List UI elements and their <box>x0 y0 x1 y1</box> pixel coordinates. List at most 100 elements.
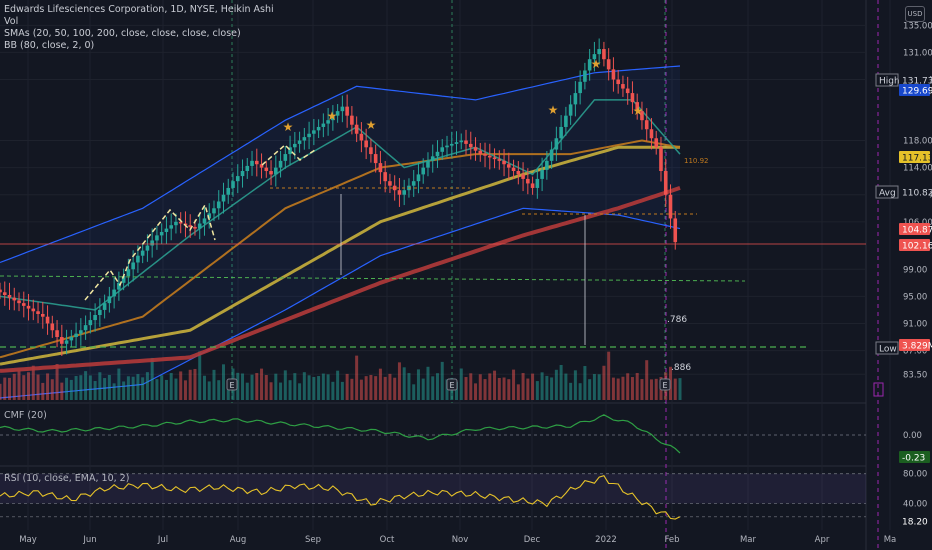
volume-bar <box>621 376 625 400</box>
candle-body <box>621 84 625 89</box>
fib-label-886: .886 <box>671 363 691 373</box>
volume-bar <box>502 377 506 400</box>
volume-bar <box>630 377 634 400</box>
candle-body <box>592 54 597 60</box>
candle-body <box>426 160 430 168</box>
candle-body <box>516 171 521 175</box>
candle-body <box>568 104 573 116</box>
x-tick-label: Oct <box>380 535 395 545</box>
sma100-line <box>0 145 680 366</box>
price-tag-104: 104.87 <box>902 226 932 236</box>
volume-bar <box>274 373 278 400</box>
volume-bar <box>31 365 35 400</box>
axes: 135.00131.00127.00118.00114.00110.00106.… <box>19 21 932 545</box>
candle-body <box>197 223 202 229</box>
candle-body <box>331 115 335 121</box>
volume-bar <box>497 377 501 400</box>
legend-bb[interactable]: BB (80, close, 2, 0) <box>4 40 95 51</box>
fib-label-786: .786 <box>667 315 687 325</box>
star-icon: ★ <box>327 109 338 123</box>
candle-body <box>559 126 563 139</box>
volume-bar <box>245 382 249 400</box>
volume-bar <box>388 373 392 400</box>
volume-bar <box>84 371 88 400</box>
price-tag-102-bg <box>899 239 930 251</box>
volume-bars <box>0 351 682 400</box>
volume-bar <box>250 374 254 400</box>
candle-body <box>12 297 17 301</box>
candle-body <box>478 150 483 155</box>
volume-bar <box>326 374 330 400</box>
volume-bar <box>583 366 587 400</box>
currency-button[interactable]: USD <box>905 6 925 22</box>
bb-fill <box>0 66 680 398</box>
candle-body <box>254 160 259 165</box>
volume-bar <box>607 351 611 400</box>
candle-body <box>578 81 582 94</box>
volume-bar <box>155 379 159 400</box>
avg-value: 110.82 <box>902 189 932 199</box>
volume-bar <box>98 372 102 400</box>
candle-body <box>155 235 159 241</box>
volume-bar <box>336 370 340 400</box>
volume-bar <box>440 361 444 400</box>
candle-body <box>21 303 26 306</box>
cmf-value-tag: -0.23 <box>902 454 925 464</box>
candle-body <box>497 159 502 161</box>
legend-symbol[interactable]: Edwards Lifesciences Corporation, 1D, NY… <box>4 4 274 15</box>
y-tick-label: 131.00 <box>903 48 932 58</box>
volume-bar <box>626 373 630 400</box>
volume-bar <box>407 373 411 400</box>
sma50-line <box>0 139 681 359</box>
volume-bar <box>302 372 306 400</box>
pattern-zigzag <box>84 203 216 301</box>
volume-bar <box>493 370 497 400</box>
y-tick-label: 95.00 <box>903 292 927 302</box>
candle-body <box>535 178 540 188</box>
x-tick-label: Nov <box>452 535 469 545</box>
legend-vol[interactable]: Vol <box>4 16 19 27</box>
legend-smas[interactable]: SMAs (20, 50, 100, 200, close, close, cl… <box>4 28 241 39</box>
y-tick-label: 83.50 <box>903 370 927 380</box>
candle-body <box>340 106 345 112</box>
volume-bar <box>12 373 16 400</box>
candle-body <box>60 337 64 344</box>
earnings-badge <box>226 378 238 391</box>
volume-bar <box>55 364 59 400</box>
candle-body <box>573 93 578 105</box>
candle-body <box>259 164 264 168</box>
volume-bar <box>645 360 649 400</box>
volume-bar <box>279 382 283 400</box>
y-tick-label: 87.00 <box>903 347 927 357</box>
y-tick-label: 91.00 <box>903 319 927 329</box>
volume-bar <box>126 376 130 400</box>
legend-cmf[interactable]: CMF (20) <box>4 410 47 421</box>
x-tick-label: Aug <box>230 535 247 545</box>
volume-bar <box>474 383 478 400</box>
volume-bar <box>673 378 677 400</box>
price-tag-117: 117.13 <box>902 154 932 164</box>
candle-body <box>102 303 107 310</box>
candle-body <box>74 333 78 338</box>
volume-bar <box>255 373 259 400</box>
high-tag-bg <box>876 74 898 86</box>
candle-body <box>468 143 473 148</box>
volume-bar <box>212 369 216 400</box>
volume-bar <box>350 378 354 400</box>
volume-bar <box>198 351 202 400</box>
avg-tag-bg <box>876 186 898 198</box>
candle-body <box>359 133 364 141</box>
volume-bar <box>578 383 582 400</box>
earnings-icon: E <box>662 381 667 390</box>
volume-bar <box>431 376 435 400</box>
volume-bar <box>307 375 311 400</box>
volume-bar <box>483 379 487 400</box>
volume-bar <box>46 373 50 400</box>
volume-bar <box>122 381 126 400</box>
candle-body <box>397 190 402 195</box>
candle-body <box>388 181 392 186</box>
earnings-icon: E <box>229 381 234 390</box>
legend-rsi[interactable]: RSI (10, close, EMA, 10, 2) <box>4 473 130 484</box>
